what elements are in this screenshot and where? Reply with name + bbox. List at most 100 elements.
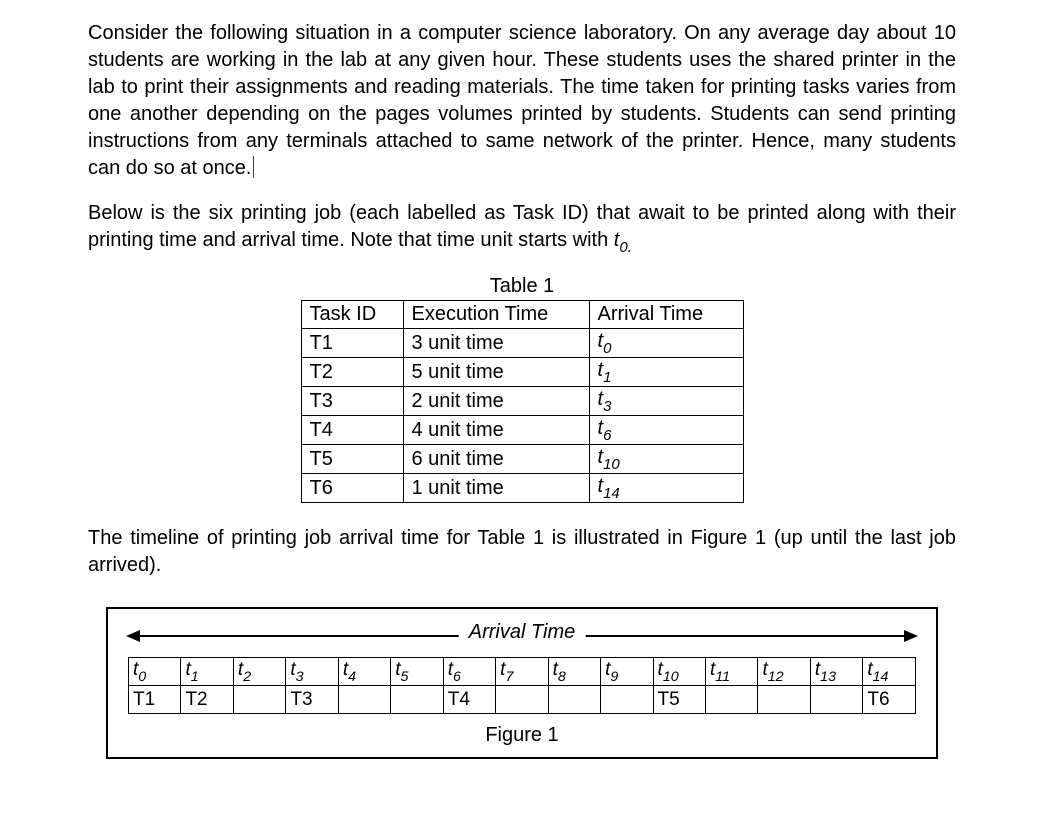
timeline-task-cell: T2	[181, 686, 233, 714]
cell-task: T2	[301, 358, 403, 387]
timeline-cell: t7	[496, 658, 548, 686]
timeline-cell: t0	[129, 658, 181, 686]
table-header-arr: Arrival Time	[589, 301, 743, 329]
timeline-task-cell	[338, 686, 390, 714]
timeline-task-cell	[601, 686, 653, 714]
timeline-cell: t14	[863, 658, 916, 686]
cell-arr: t6	[589, 416, 743, 445]
cell-task: T6	[301, 474, 403, 503]
table-row: T3 2 unit time t3	[301, 387, 743, 416]
timeline-task-cell: T4	[443, 686, 495, 714]
timeline-cell: t12	[758, 658, 810, 686]
cell-arr-sub: 1	[603, 369, 611, 386]
cell-exec: 6 unit time	[403, 445, 589, 474]
table-row: Task ID Execution Time Arrival Time	[301, 301, 743, 329]
time-t: t	[290, 659, 295, 680]
timeline-table: t0 t1 t2 t3 t4 t5 t6 t7 t8 t9 t10 t11 t1…	[128, 657, 916, 714]
table-header-task: Task ID	[301, 301, 403, 329]
paragraph-2-text: Below is the six printing job (each labe…	[88, 202, 956, 251]
timeline-task-cell: T1	[129, 686, 181, 714]
arrow-left-icon	[126, 630, 140, 642]
time-sub: 6	[453, 669, 461, 685]
time-sub: 7	[505, 669, 513, 685]
timeline-task-cell	[496, 686, 548, 714]
table-header-exec: Execution Time	[403, 301, 589, 329]
time-sub: 14	[873, 669, 889, 685]
cell-task: T3	[301, 387, 403, 416]
table-row: T2 5 unit time t1	[301, 358, 743, 387]
cell-arr-sub: 0	[603, 340, 611, 357]
paragraph-1: Consider the following situation in a co…	[88, 20, 956, 182]
time-sub: 9	[610, 669, 618, 685]
cell-arr: t0	[589, 329, 743, 358]
timeline-cell: t4	[338, 658, 390, 686]
table-1-title: Table 1	[301, 275, 744, 298]
time-sub: 0	[138, 669, 146, 685]
table-1-wrap: Table 1 Task ID Execution Time Arrival T…	[301, 275, 744, 503]
cell-exec: 4 unit time	[403, 416, 589, 445]
timeline-cell: t2	[233, 658, 285, 686]
figure-1-caption: Figure 1	[128, 724, 916, 747]
cell-exec: 3 unit time	[403, 329, 589, 358]
cell-task: T5	[301, 445, 403, 474]
table-row: T1 3 unit time t0	[301, 329, 743, 358]
paragraph-2: Below is the six printing job (each labe…	[88, 200, 956, 257]
table-row: T5 6 unit time t10	[301, 445, 743, 474]
cell-exec: 5 unit time	[403, 358, 589, 387]
table-1: Task ID Execution Time Arrival Time T1 3…	[301, 300, 744, 503]
arrival-arrow-row: Arrival Time	[128, 623, 916, 653]
text-cursor-icon	[253, 156, 254, 178]
paragraph-3: The timeline of printing job arrival tim…	[88, 525, 956, 579]
cell-arr: t14	[589, 474, 743, 503]
timeline-cell: t5	[391, 658, 443, 686]
paragraph-1-text: Consider the following situation in a co…	[88, 22, 956, 179]
arrow-right-icon	[904, 630, 918, 642]
time-sub: 13	[820, 669, 836, 685]
timeline-cell: t3	[286, 658, 338, 686]
time-sub: 12	[768, 669, 784, 685]
timeline-cell: t9	[601, 658, 653, 686]
cell-arr: t1	[589, 358, 743, 387]
cell-arr: t3	[589, 387, 743, 416]
time-sub: 5	[401, 669, 409, 685]
time-sub: 3	[296, 669, 304, 685]
cell-arr-sub: 10	[603, 456, 620, 473]
timeline-task-cell	[758, 686, 810, 714]
timeline-task-cell: T5	[653, 686, 705, 714]
time-sub: 8	[558, 669, 566, 685]
figure-1-box: Arrival Time t0 t1 t2 t3 t4 t5 t6 t7 t8 …	[106, 607, 938, 759]
timeline-cell: t10	[653, 658, 705, 686]
table-row: T6 1 unit time t14	[301, 474, 743, 503]
timeline-task-cell: T6	[863, 686, 916, 714]
paragraph-2-sub: 0.	[619, 239, 632, 256]
time-t: t	[762, 659, 767, 680]
timeline-cell: t11	[705, 658, 757, 686]
cell-arr: t10	[589, 445, 743, 474]
timeline-task-cell	[705, 686, 757, 714]
time-sub: 2	[243, 669, 251, 685]
timeline-task-cell	[548, 686, 600, 714]
table-row: T4 4 unit time t6	[301, 416, 743, 445]
cell-arr-sub: 14	[603, 485, 620, 502]
timeline-task-cell	[233, 686, 285, 714]
time-sub: 11	[715, 669, 730, 685]
timeline-task-row: T1 T2 T3 T4 T5 T6	[129, 686, 916, 714]
time-sub: 1	[191, 669, 199, 685]
cell-exec: 2 unit time	[403, 387, 589, 416]
time-t: t	[185, 659, 190, 680]
cell-arr-sub: 6	[603, 427, 611, 444]
time-sub: 4	[348, 669, 356, 685]
time-sub: 10	[663, 669, 679, 685]
timeline-cell: t6	[443, 658, 495, 686]
timeline-cell: t1	[181, 658, 233, 686]
timeline-task-cell: T3	[286, 686, 338, 714]
timeline-task-cell	[391, 686, 443, 714]
arrival-time-label: Arrival Time	[459, 621, 586, 644]
cell-task: T1	[301, 329, 403, 358]
cell-arr-sub: 3	[603, 398, 611, 415]
time-t: t	[395, 659, 400, 680]
document-page: Consider the following situation in a co…	[0, 0, 1044, 789]
time-t: t	[867, 659, 872, 680]
timeline-cell: t8	[548, 658, 600, 686]
timeline-cell: t13	[810, 658, 862, 686]
